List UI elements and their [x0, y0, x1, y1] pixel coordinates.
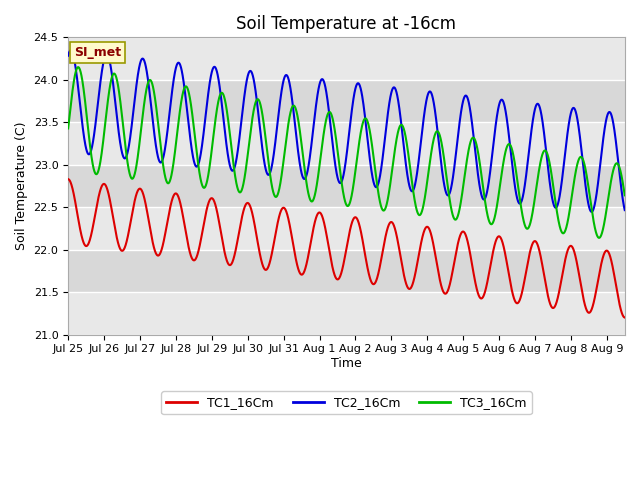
Bar: [68, 165, 625, 207]
Bar: [68, 122, 625, 165]
Bar: [68, 207, 625, 250]
Bar: [68, 80, 625, 122]
Bar: [68, 292, 625, 335]
Title: Soil Temperature at -16cm: Soil Temperature at -16cm: [236, 15, 456, 33]
X-axis label: Time: Time: [331, 357, 362, 370]
Text: SI_met: SI_met: [74, 46, 121, 59]
Y-axis label: Soil Temperature (C): Soil Temperature (C): [15, 121, 28, 250]
Bar: [68, 250, 625, 292]
Legend: TC1_16Cm, TC2_16Cm, TC3_16Cm: TC1_16Cm, TC2_16Cm, TC3_16Cm: [161, 391, 532, 414]
Bar: [68, 37, 625, 80]
